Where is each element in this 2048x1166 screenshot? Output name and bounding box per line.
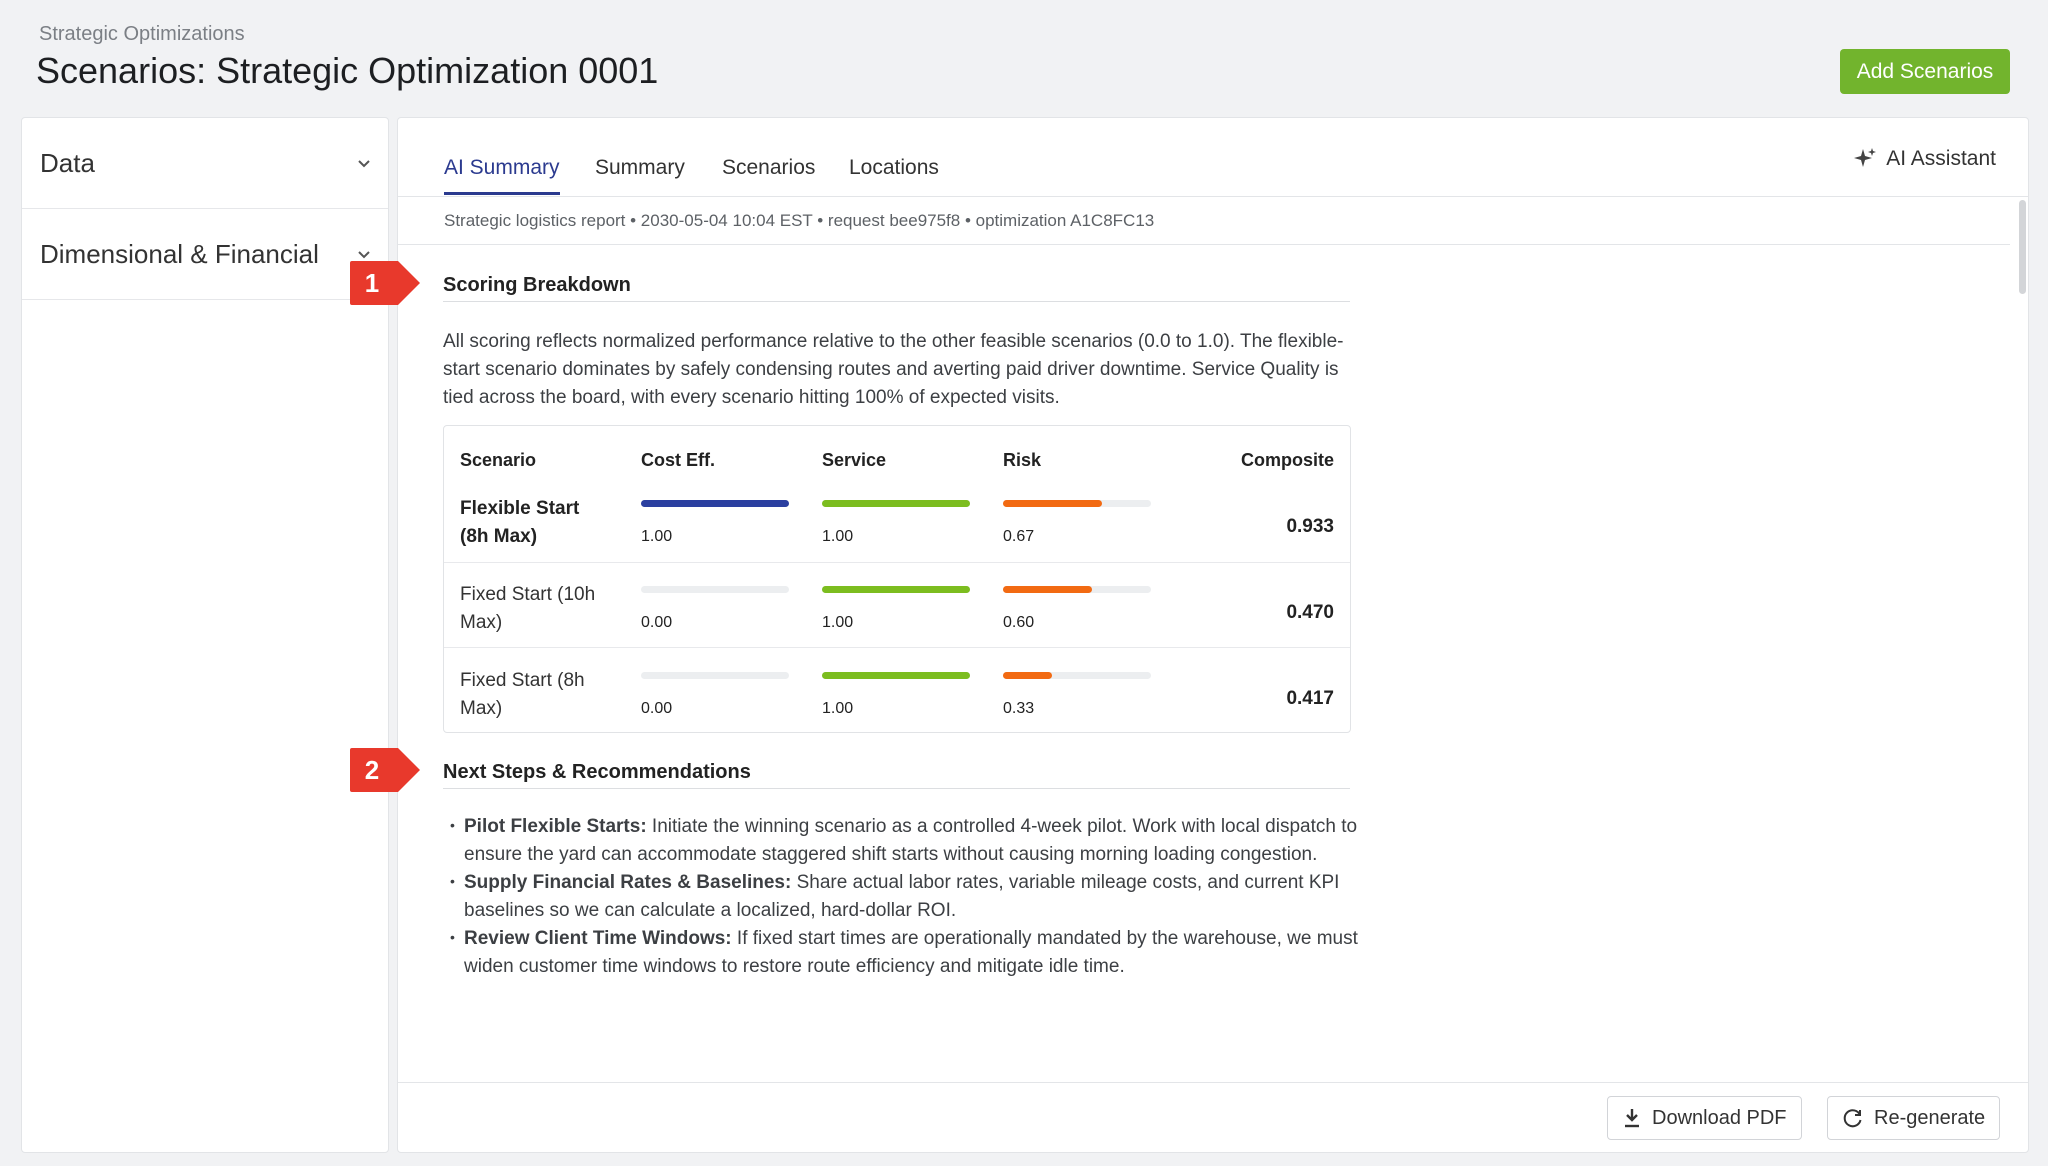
tab-ai-summary[interactable]: AI Summary (444, 156, 560, 195)
divider (398, 244, 2010, 245)
table-header: Composite (1240, 450, 1334, 470)
service-value: 1.00 (822, 700, 854, 717)
cost-value: 0.00 (641, 614, 673, 631)
risk-value: 0.67 (1003, 528, 1035, 545)
download-pdf-label: Download PDF (1652, 1106, 1787, 1129)
sidebar-item-data[interactable]: Data (22, 118, 388, 209)
scenario-name: Fixed Start (10h Max) (460, 584, 596, 633)
chevron-down-icon (358, 160, 370, 168)
sidebar-item-dimensional-financial[interactable]: Dimensional & Financial (22, 209, 388, 300)
table-row: Flexible Start (8h Max) 1.00 1.00 0.67 0… (444, 476, 1350, 561)
risk-bar (1003, 586, 1151, 593)
tab-bar: AI Summary Summary Scenarios Locations A… (398, 118, 2028, 197)
main-panel: AI Summary Summary Scenarios Locations A… (397, 117, 2029, 1153)
tab-scenarios[interactable]: Scenarios (722, 156, 816, 179)
ai-assistant-button[interactable]: AI Assistant (1852, 146, 1996, 172)
regenerate-button[interactable]: Re-generate (1827, 1096, 2001, 1140)
cost-value: 0.00 (641, 700, 673, 717)
download-icon (1625, 1109, 1639, 1128)
svg-text:2: 2 (365, 755, 379, 785)
cost-bar (641, 500, 789, 507)
breadcrumb[interactable]: Strategic Optimizations (39, 23, 245, 45)
add-scenarios-button[interactable]: Add Scenarios (1840, 49, 2010, 94)
scoring-paragraph: All scoring reflects normalized performa… (443, 331, 1344, 408)
callout-marker-2: 2 (350, 748, 420, 792)
cost-bar (641, 586, 789, 593)
callout-marker-1: 1 (350, 261, 420, 305)
ai-assistant-label: AI Assistant (1886, 147, 1996, 170)
service-value: 1.00 (822, 614, 854, 631)
svg-text:1: 1 (365, 268, 379, 298)
risk-value: 0.33 (1003, 700, 1035, 717)
tab-summary[interactable]: Summary (595, 156, 685, 179)
service-bar (822, 586, 970, 593)
composite-value: 0.417 (1286, 688, 1334, 709)
sidebar-item-label: Dimensional & Financial (40, 238, 319, 269)
list-item: • Supply Financial Rates & Baselines: Sha… (450, 872, 1340, 921)
table-row: Fixed Start (8h Max) 0.00 1.00 0.33 0.41… (444, 647, 1350, 733)
sidebar-item-label: Data (40, 147, 95, 178)
service-bar (822, 500, 970, 507)
table-header: Scenario (460, 450, 537, 470)
chevron-down-icon (358, 251, 370, 259)
sidebar: Data Dimensional & Financial (21, 117, 389, 1153)
sparkle-icon (1854, 148, 1877, 167)
service-bar (822, 672, 970, 679)
scenario-name: Fixed Start (8h Max) (460, 670, 585, 719)
divider (443, 301, 1350, 302)
refresh-icon (1843, 1109, 1862, 1128)
cost-value: 1.00 (641, 528, 673, 545)
composite-value: 0.933 (1286, 516, 1334, 537)
recommendations-list: • Pilot Flexible Starts: Initiate the win… (450, 813, 1360, 981)
risk-bar (1003, 500, 1151, 507)
scenario-name: Flexible Start (8h Max) (460, 498, 580, 547)
risk-value: 0.60 (1003, 614, 1035, 631)
table-header: Service (822, 450, 887, 470)
divider (398, 1082, 2028, 1083)
section-title-scoring: Scoring Breakdown (443, 274, 631, 296)
cost-bar (641, 672, 789, 679)
scrollbar-thumb[interactable] (2019, 200, 2026, 294)
download-pdf-button[interactable]: Download PDF (1607, 1096, 1802, 1140)
list-item: • Review Client Time Windows: If fixed st… (450, 928, 1358, 977)
scoring-table: Scenario Cost Eff. Service Risk Composit… (443, 425, 1351, 733)
tab-locations[interactable]: Locations (849, 156, 939, 179)
report-meta: Strategic logistics report • 2030-05-04 … (444, 211, 1155, 230)
list-item: • Pilot Flexible Starts: Initiate the win… (450, 816, 1358, 865)
table-header: Cost Eff. (641, 450, 715, 470)
divider (443, 788, 1350, 789)
composite-value: 0.470 (1286, 602, 1334, 623)
page-title: Scenarios: Strategic Optimization 0001 (36, 50, 659, 91)
service-value: 1.00 (822, 528, 854, 545)
section-title-next-steps: Next Steps & Recommendations (443, 761, 751, 783)
table-row: Fixed Start (10h Max) 0.00 1.00 0.60 0.4… (444, 562, 1350, 648)
risk-bar (1003, 672, 1151, 679)
regenerate-label: Re-generate (1874, 1106, 1986, 1129)
table-header: Risk (1003, 450, 1042, 470)
